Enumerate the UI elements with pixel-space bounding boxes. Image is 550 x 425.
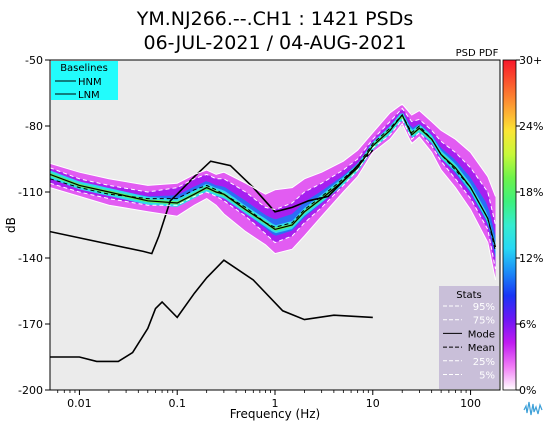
colorbar — [502, 59, 517, 391]
y-tick-label: -110 — [18, 186, 43, 199]
x-tick-label: 10 — [366, 397, 380, 410]
statistics-lines — [50, 103, 497, 281]
p95-line — [50, 103, 496, 197]
y-axis-label: dB — [4, 217, 18, 233]
colorbar-tick-label: 30+ — [519, 54, 542, 67]
y-tick-label: -80 — [25, 120, 43, 133]
stats-legend-label: 5% — [479, 371, 495, 382]
baselines-legend-title: Baselines — [60, 63, 108, 74]
y-tick-label: -140 — [18, 252, 43, 265]
x-tick-label: 1 — [272, 397, 279, 410]
chart-subtitle: 06-JUL-2021 / 04-AUG-2021 — [144, 32, 407, 54]
y-tick-label: -50 — [25, 54, 43, 67]
colorbar-tick-label: 24% — [519, 120, 543, 133]
colorbar-tick-label: 18% — [519, 186, 543, 199]
x-axis: 0.01 0.1 1 10 100 — [57, 390, 481, 410]
p75-line — [50, 107, 496, 226]
hnm-line — [50, 149, 374, 255]
p25-line — [50, 118, 496, 270]
y-tick-label: -170 — [18, 318, 43, 331]
x-axis-label: Frequency (Hz) — [230, 407, 321, 421]
x-tick-label: 100 — [460, 397, 481, 410]
y-tick-label: -200 — [18, 384, 43, 397]
lnm-line — [50, 259, 373, 363]
pdf-heatmap — [50, 105, 496, 280]
chart-title: YM.NJ266.--.CH1 : 1421 PSDs — [136, 8, 413, 30]
x-tick-label: 0.1 — [168, 397, 186, 410]
heat-band-low — [50, 105, 496, 280]
stats-legend-label: 25% — [473, 357, 495, 368]
stats-legend-label: Mode — [468, 329, 495, 340]
stats-legend-label: 75% — [473, 316, 495, 327]
stats-legend: Stats 95% 75% Mode Mean 25% 5% — [439, 286, 499, 389]
colorbar-ticks: 0% 6% 12% 18% 24% 30+ — [516, 54, 543, 397]
heat-band-mid — [50, 109, 496, 269]
stats-legend-title: Stats — [456, 290, 482, 301]
stats-legend-label: 95% — [473, 302, 495, 313]
stats-legend-box — [439, 286, 499, 389]
colorbar-tick-label: 6% — [519, 318, 536, 331]
colorbar-tick-label: 12% — [519, 252, 543, 265]
mean-line — [50, 114, 496, 252]
legend-hnm-label: HNM — [78, 77, 102, 88]
colorbar-tick-label: 0% — [519, 384, 536, 397]
stats-legend-label: Mean — [468, 343, 495, 354]
x-tick-label: 0.01 — [67, 397, 92, 410]
y-axis: -50 -80 -110 -140 -170 -200 — [18, 54, 50, 397]
p5-line — [50, 122, 496, 281]
colorbar-title: PSD PDF — [456, 48, 499, 59]
waveform-logo — [522, 398, 544, 418]
legend-lnm-label: LNM — [78, 90, 100, 101]
baselines-legend: Baselines HNM LNM — [51, 61, 118, 101]
noise-model-lines — [50, 149, 374, 363]
